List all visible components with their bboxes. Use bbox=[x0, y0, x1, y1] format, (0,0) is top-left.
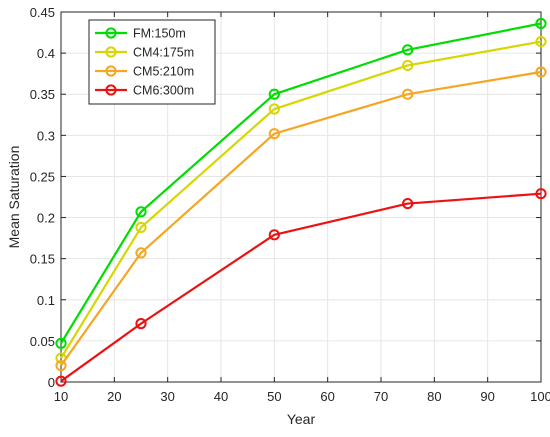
y-tick-label: 0 bbox=[48, 375, 55, 390]
data-point bbox=[135, 318, 147, 330]
legend-swatch-marker bbox=[105, 65, 117, 77]
legend-swatch-marker bbox=[105, 46, 117, 58]
series-line bbox=[60, 40, 542, 359]
data-point bbox=[55, 375, 67, 387]
series-2 bbox=[55, 66, 547, 372]
x-tick-label: 10 bbox=[54, 389, 68, 404]
series-3 bbox=[55, 188, 547, 387]
data-point bbox=[402, 197, 414, 210]
legend-label: FM:150m bbox=[133, 27, 186, 41]
legend-entry: CM4:175m bbox=[95, 46, 194, 60]
series-layer bbox=[55, 17, 547, 387]
x-tick-label: 20 bbox=[107, 389, 121, 404]
legend-swatch-marker bbox=[105, 27, 117, 39]
y-tick-label: 0.35 bbox=[30, 87, 55, 102]
data-point bbox=[402, 44, 414, 56]
data-point bbox=[135, 221, 147, 234]
x-axis-label: Year bbox=[287, 411, 316, 427]
y-tick-label: 0.45 bbox=[30, 5, 55, 20]
x-tick-label: 100 bbox=[530, 389, 550, 404]
legend-label: CM6:300m bbox=[133, 84, 194, 98]
plot-frame bbox=[60, 11, 542, 383]
legend-entry: CM6:300m bbox=[95, 84, 194, 98]
x-tick-label: 90 bbox=[480, 389, 494, 404]
y-tick-label: 0.4 bbox=[37, 46, 55, 61]
data-point bbox=[268, 229, 280, 241]
y-axis-label: Mean Saturation bbox=[6, 146, 22, 249]
ticks: 10 20 30 40 50 60 70 80 90 100 0 0.05 0.1 0.15 0.2 0.25… bbox=[30, 5, 550, 404]
y-tick-label: 0.1 bbox=[37, 293, 55, 308]
data-point bbox=[135, 247, 147, 259]
x-tick-label: 50 bbox=[267, 389, 281, 404]
x-tick-label: 60 bbox=[320, 389, 334, 404]
data-point bbox=[135, 206, 147, 218]
data-point bbox=[402, 59, 414, 72]
y-tick-label: 0.05 bbox=[30, 334, 55, 349]
data-point bbox=[402, 88, 414, 100]
series-line bbox=[60, 22, 542, 344]
legend-label: CM5:210m bbox=[133, 65, 194, 79]
data-point bbox=[535, 17, 547, 30]
x-tick-label: 70 bbox=[374, 389, 388, 404]
legend-label: CM4:175m bbox=[133, 46, 194, 60]
data-point bbox=[268, 88, 280, 100]
data-point bbox=[55, 337, 67, 349]
series-0 bbox=[55, 17, 547, 349]
y-tick-label: 0.2 bbox=[37, 211, 55, 226]
data-point bbox=[535, 66, 547, 78]
legend: FM:150m CM4:175m CM5:210m CM6:300m bbox=[88, 19, 216, 105]
x-tick-label: 80 bbox=[427, 389, 441, 404]
series-1 bbox=[55, 36, 547, 364]
x-tick-label: 40 bbox=[214, 389, 228, 404]
data-point bbox=[268, 128, 280, 140]
legend-swatch-marker bbox=[105, 84, 117, 96]
series-line bbox=[60, 192, 542, 383]
legend-entry: CM5:210m bbox=[95, 65, 194, 79]
data-point bbox=[535, 36, 547, 48]
legend-entry: FM:150m bbox=[95, 27, 186, 41]
y-tick-label: 0.3 bbox=[37, 128, 55, 143]
data-point bbox=[535, 188, 547, 200]
data-point bbox=[268, 103, 280, 115]
series-line bbox=[60, 70, 542, 367]
y-tick-label: 0.15 bbox=[30, 252, 55, 267]
x-tick-label: 30 bbox=[160, 389, 174, 404]
data-point bbox=[55, 359, 67, 372]
y-tick-label: 0.25 bbox=[30, 169, 55, 184]
